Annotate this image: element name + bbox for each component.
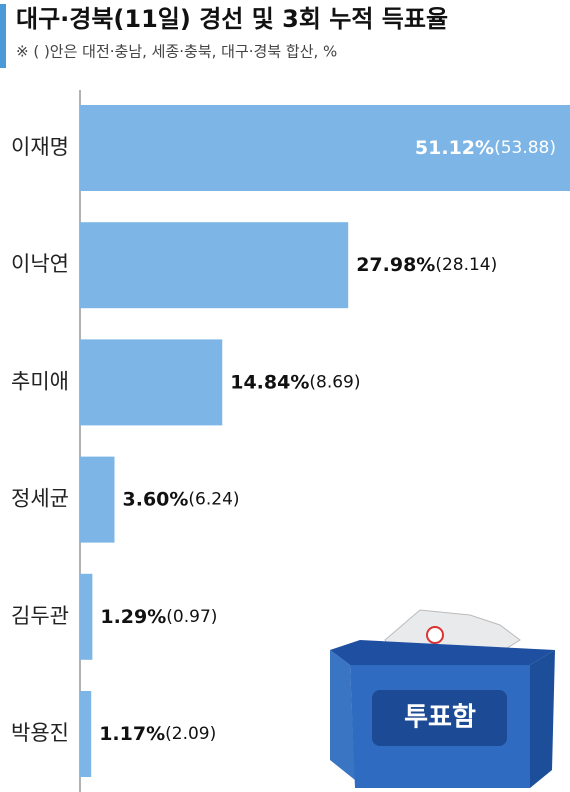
bar [80, 691, 92, 777]
chart-subtitle: ※ ( )안은 대전·충남, 세종·충북, 대구·경북 합산, % [16, 43, 337, 61]
value-label: 1.17%(2.09) [99, 723, 216, 745]
bar [80, 105, 570, 191]
bar [80, 339, 223, 426]
value-label-main: 1.29% [100, 605, 166, 627]
value-label: 14.84%(8.69) [230, 371, 360, 393]
value-label-main: 27.98% [356, 254, 435, 276]
box-side [330, 650, 355, 780]
category-label: 이낙연 [11, 252, 69, 276]
annotation: 투표함 [404, 703, 476, 733]
value-label-cumulative: (28.14) [435, 255, 497, 275]
value-label-main: 1.17% [99, 723, 165, 745]
value-label-main: 14.84% [230, 371, 309, 393]
value-label-main: 3.60% [123, 488, 189, 510]
value-label: 1.29%(0.97) [100, 605, 217, 627]
title-accent [0, 4, 6, 68]
bar [80, 573, 93, 660]
value-label-cumulative: (53.88) [494, 138, 556, 158]
ballot-box [330, 609, 555, 788]
value-label-cumulative: (2.09) [165, 724, 216, 744]
category-label: 정세균 [11, 487, 69, 511]
value-label-cumulative: (0.97) [166, 607, 217, 627]
value-label: 3.60%(6.24) [123, 488, 240, 510]
category-label: 추미애 [11, 369, 69, 393]
category-label: 이재명 [11, 135, 69, 159]
bar [80, 222, 349, 309]
category-label: 박용진 [11, 721, 69, 745]
value-label: 51.12%(53.88) [415, 137, 556, 159]
box-side [530, 650, 555, 788]
ballot-stamp [426, 626, 444, 644]
category-label: 김두관 [11, 604, 69, 628]
value-label-cumulative: (8.69) [309, 372, 360, 392]
bar [80, 456, 115, 543]
box-label-plate [372, 690, 507, 746]
value-label: 27.98%(28.14) [356, 254, 497, 276]
value-label-main: 51.12% [415, 137, 494, 159]
box-top [330, 640, 555, 665]
value-label-cumulative: (6.24) [188, 490, 239, 510]
chart-title: 대구·경북(11일) 경선 및 3회 누적 득표율 [16, 5, 448, 33]
